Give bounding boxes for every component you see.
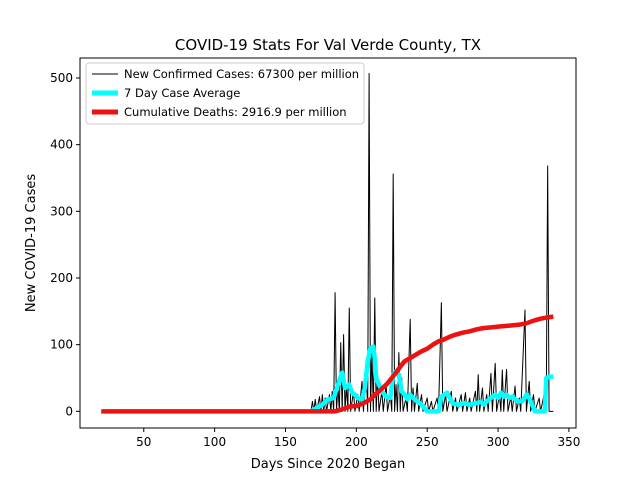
x-tick-label: 150 xyxy=(274,435,297,449)
x-axis: 50 100 150 200 250 300 350 xyxy=(136,428,580,449)
y-axis: 0 100 200 300 400 500 xyxy=(50,71,80,418)
y-tick-label: 300 xyxy=(50,204,73,218)
x-tick-label: 250 xyxy=(416,435,439,449)
x-tick-label: 200 xyxy=(345,435,368,449)
y-tick-label: 400 xyxy=(50,138,73,152)
legend-label-new-cases: New Confirmed Cases: 67300 per million xyxy=(124,67,359,81)
y-tick-label: 500 xyxy=(50,71,73,85)
x-tick-label: 100 xyxy=(203,435,226,449)
series-layer xyxy=(101,72,555,414)
legend: New Confirmed Cases: 67300 per million 7… xyxy=(85,62,365,125)
x-tick-label: 350 xyxy=(557,435,580,449)
plot-frame xyxy=(79,57,577,429)
y-tick-label: 100 xyxy=(50,338,73,352)
x-axis-label: Days Since 2020 Began xyxy=(251,457,406,472)
legend-label-7day-average: 7 Day Case Average xyxy=(124,86,240,100)
y-tick-label: 0 xyxy=(65,404,73,418)
x-tick-label: 50 xyxy=(136,435,151,449)
legend-box xyxy=(85,62,365,125)
series-line-1 xyxy=(309,344,555,414)
y-tick-label: 200 xyxy=(50,271,73,285)
x-tick-label: 300 xyxy=(487,435,510,449)
chart-title: COVID-19 Stats For Val Verde County, TX xyxy=(175,36,481,54)
series-line-2 xyxy=(101,314,554,414)
legend-label-cumulative-deaths: Cumulative Deaths: 2916.9 per million xyxy=(124,105,347,119)
y-axis-label: New COVID-19 Cases xyxy=(24,174,39,312)
